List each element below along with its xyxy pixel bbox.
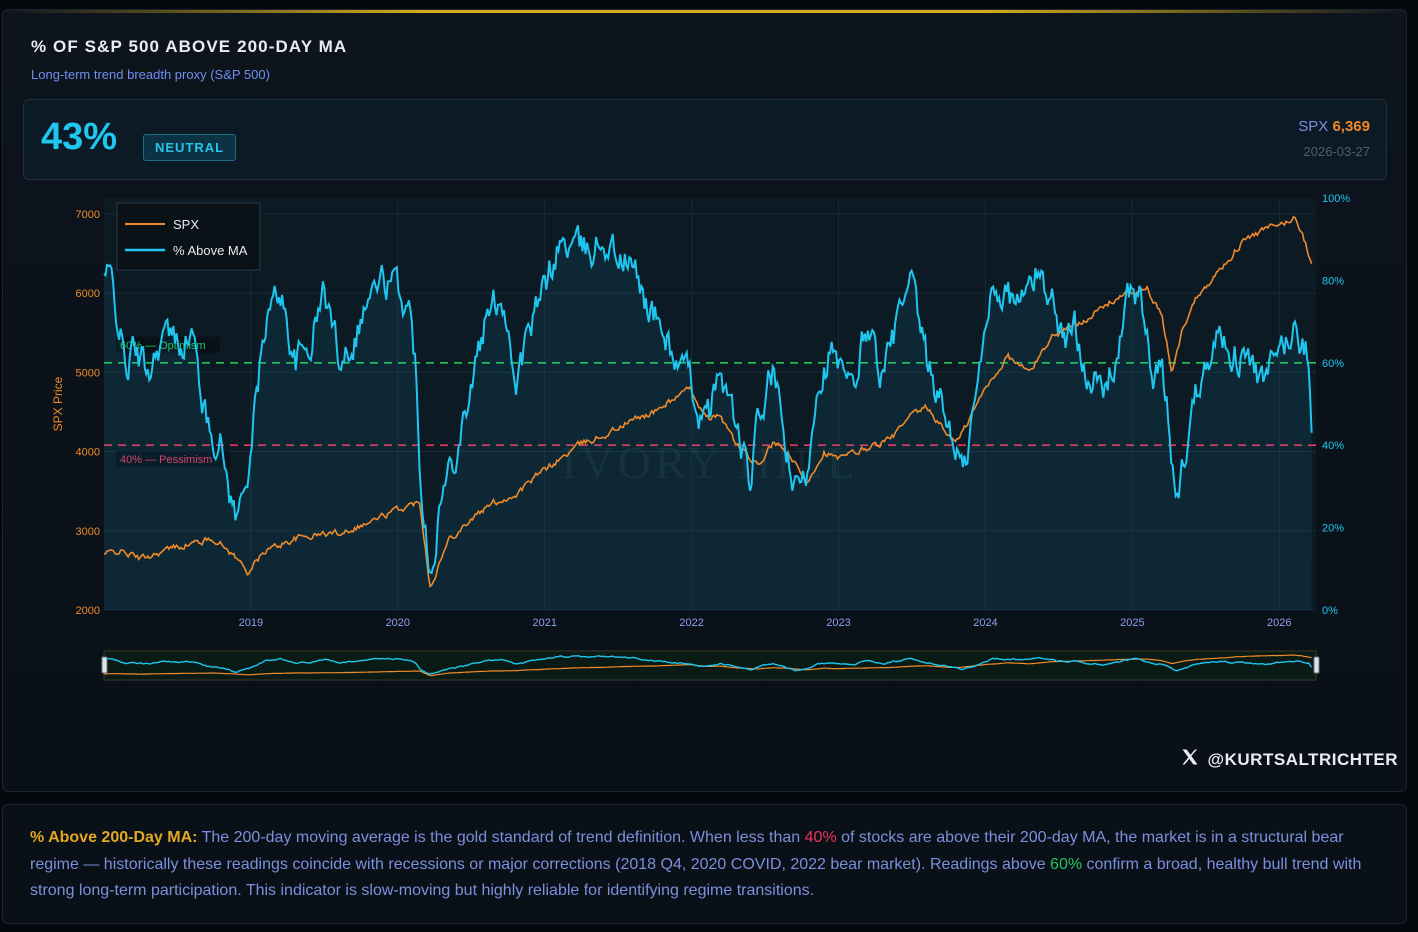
spx-line [103,215,1313,588]
x-tick-label: 2026 [1267,617,1291,629]
y-left-tick-label: 6000 [76,288,100,300]
navigator-pct-line [103,655,1313,675]
page-subtitle: Long-term trend breadth proxy (S&P 500) [31,67,270,82]
kpi-value: 43% [41,116,118,158]
y-left-tick-label: 3000 [76,526,100,538]
y-right-tick-label: 20% [1322,523,1344,535]
note-text-3: confirm a broad, healthy bull trend with… [30,855,1362,900]
y-left-tick-label: 2000 [76,605,100,617]
x-tick-label: 2020 [386,617,410,629]
kpi-date: 2026-03-27 [1303,144,1371,159]
x-logo-icon [1180,747,1200,772]
note-text-2: of stocks are above their 200-day MA, th… [30,829,1344,873]
y-right-tick-label: 0% [1322,605,1338,617]
legend-box [116,202,261,271]
x-tick-label: 2021 [532,617,556,629]
x-tick-label: 2023 [826,617,850,629]
y-right-tick-label: 100% [1322,193,1350,205]
note-pct-high: 60% [1050,855,1083,873]
navigator-handle-right[interactable] [1313,656,1320,674]
social-handle[interactable]: @KURTSALTRICHTER [1180,747,1398,772]
legend-label-pct: % Above MA [173,243,248,258]
y-right-tick-label: 60% [1322,358,1344,370]
y-left-tick-label: 5000 [76,367,100,379]
page-title: % OF S&P 500 ABOVE 200-DAY MA [31,37,348,56]
kpi-panel: 43% NEUTRAL SPX 6,369 2026-03-27 [23,99,1387,180]
pct-above-ma-line [103,224,1313,575]
x-tick-label: 2022 [679,617,703,629]
legend-label-spx: SPX [173,217,199,232]
explanation-note: % Above 200-Day MA: The 200-day moving a… [2,804,1407,924]
spx-readout: SPX 6,369 [1298,118,1370,135]
reference-line-label: 40% — Pessimism [120,454,212,466]
y-right-tick-label: 40% [1322,440,1344,452]
note-text-1: The 200-day moving average is the gold s… [197,829,805,846]
legend: SPX % Above MA [116,202,261,271]
breadth-chart[interactable]: 2000 3000 4000 5000 6000 7000 0% 20% 40% 60% 80% 10… [0,0,1418,800]
y-right-tick-label: 80% [1322,275,1344,287]
status-badge: NEUTRAL [143,134,237,161]
y-left-tick-label: 7000 [76,209,100,221]
reference-label-bg [116,451,230,468]
note-pct-low: 40% [804,829,837,846]
accent-bar [3,10,1406,13]
x-tick-label: 2019 [239,617,263,629]
y-axis-title: SPX Price [51,376,65,431]
x-tick-label: 2024 [973,617,997,629]
note-lead: % Above 200-Day MA: [30,829,198,846]
y-left-tick-label: 4000 [76,447,100,459]
x-tick-label: 2025 [1120,617,1144,629]
navigator-handle-left[interactable] [101,656,108,674]
handle-text: @KURTSALTRICHTER [1207,749,1398,769]
plot-area [104,198,1316,610]
spx-value: 6,369 [1332,118,1370,135]
spx-label: SPX [1298,118,1329,135]
